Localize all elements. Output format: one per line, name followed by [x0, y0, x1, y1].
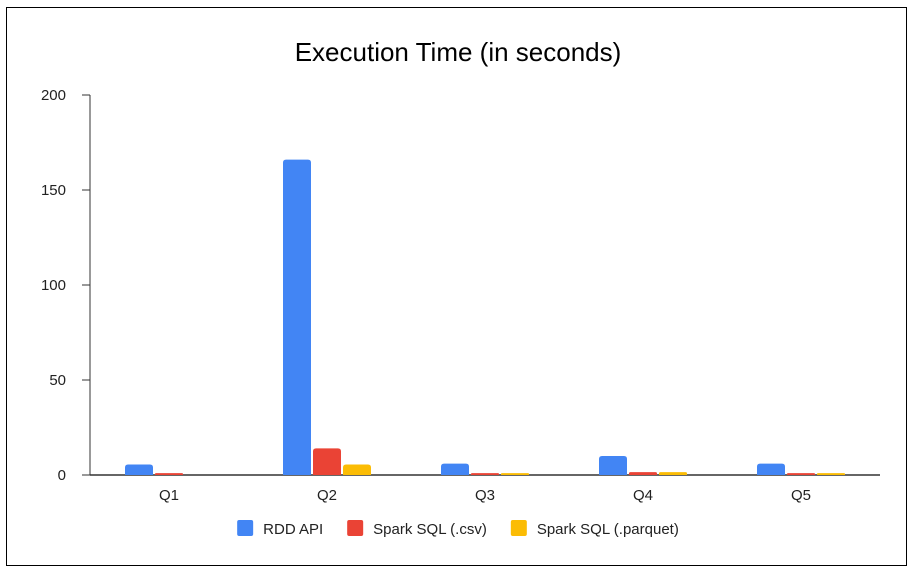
legend-item: Spark SQL (.csv) — [347, 520, 487, 538]
legend-swatch — [237, 520, 254, 536]
legend-swatch — [510, 520, 527, 536]
bar — [155, 473, 183, 475]
x-tick-label: Q3 — [475, 487, 495, 504]
chart-title: Execution Time (in seconds) — [295, 37, 622, 67]
y-tick-label: 200 — [41, 87, 66, 104]
bar — [629, 472, 657, 475]
bar — [313, 448, 341, 475]
x-tick-label: Q4 — [633, 487, 653, 504]
legend-label: Spark SQL (.parquet) — [537, 521, 679, 538]
y-tick-label: 50 — [49, 372, 66, 389]
y-axis: 0 50 100 150 200 — [41, 87, 91, 484]
bar — [817, 473, 845, 475]
legend-swatch — [347, 520, 364, 536]
bar — [343, 464, 371, 475]
x-axis: Q1 Q2 Q3 Q4 Q5 — [90, 474, 880, 504]
legend-label: RDD API — [263, 521, 323, 538]
y-tick-label: 150 — [41, 182, 66, 199]
bar — [757, 463, 785, 475]
bars — [125, 159, 845, 475]
bar — [599, 456, 627, 475]
bar — [125, 464, 153, 475]
bar — [787, 473, 815, 475]
x-tick-label: Q2 — [317, 487, 337, 504]
bar — [659, 472, 687, 475]
bar — [441, 463, 469, 475]
legend: RDD API Spark SQL (.csv) Spark SQL (.parqu… — [237, 520, 679, 538]
y-tick-label: 100 — [41, 277, 66, 294]
bar — [471, 473, 499, 475]
y-tick-label: 0 — [58, 467, 66, 484]
x-tick-label: Q1 — [159, 487, 179, 504]
bar — [501, 473, 529, 475]
bar — [283, 159, 311, 475]
x-tick-label: Q5 — [791, 487, 811, 504]
legend-item: RDD API — [237, 520, 323, 538]
legend-label: Spark SQL (.csv) — [373, 521, 487, 538]
legend-item: Spark SQL (.parquet) — [510, 520, 679, 538]
